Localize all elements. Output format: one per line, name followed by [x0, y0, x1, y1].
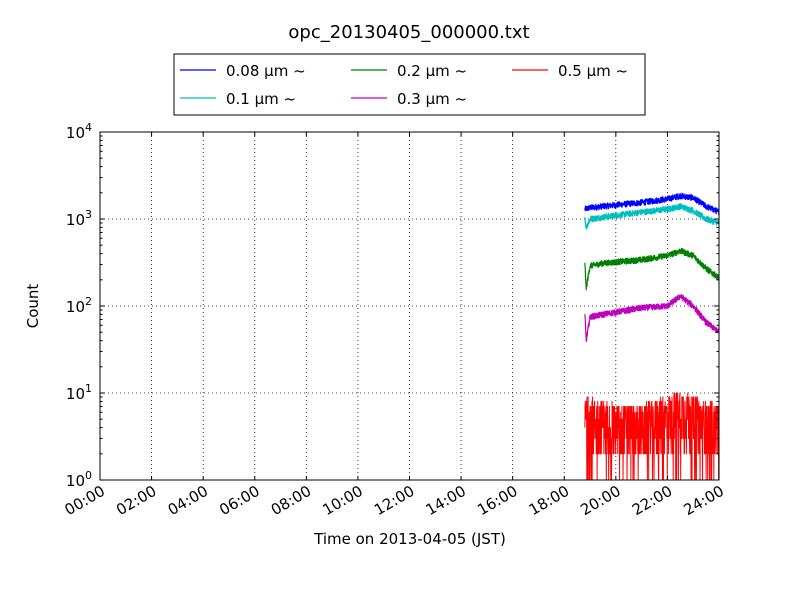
- ticks: [99, 131, 720, 481]
- y-tick-label: 101: [66, 382, 92, 403]
- x-tick-labels: 00:00 02:00 04:00 06:00 08:00 10:00 12:00 14:00…: [62, 482, 727, 519]
- x-tick-label: 14:00: [423, 482, 469, 519]
- legend-label: 0.1 μm ~: [226, 90, 296, 108]
- legend-label: 0.3 μm ~: [397, 90, 467, 108]
- series-line: [584, 247, 719, 291]
- y-tick-label: 104: [66, 121, 92, 142]
- x-tick-label: 06:00: [216, 482, 262, 519]
- x-tick-label: 24:00: [681, 482, 727, 519]
- series-line: [584, 203, 719, 230]
- x-tick-label: 22:00: [629, 482, 675, 519]
- x-tick-label: 08:00: [268, 482, 314, 519]
- series-line: [584, 293, 719, 343]
- y-tick-label: 100: [66, 469, 92, 490]
- y-axis-label: Count: [24, 284, 42, 329]
- x-axis-label: Time on 2013-04-05 (JST): [313, 530, 506, 548]
- x-tick-label: 10:00: [319, 482, 365, 519]
- legend-frame: [173, 53, 646, 116]
- x-tick-label: 20:00: [577, 482, 623, 519]
- y-tick-label: 103: [66, 208, 92, 229]
- x-tick-label: 16:00: [474, 482, 520, 519]
- series-line: [584, 192, 719, 216]
- chart-title: opc_20130405_000000.txt: [288, 22, 529, 43]
- y-tick-label: 102: [66, 295, 92, 316]
- x-tick-label: 18:00: [526, 482, 572, 519]
- legend-label: 0.5 μm ~: [558, 62, 628, 80]
- series-line: [584, 392, 719, 480]
- x-tick-label: 12:00: [371, 482, 417, 519]
- series-layer: [584, 192, 719, 480]
- x-tick-label: 02:00: [113, 482, 159, 519]
- x-tick-label: 04:00: [165, 482, 211, 519]
- legend-label: 0.2 μm ~: [397, 62, 467, 80]
- legend-label: 0.08 μm ~: [226, 62, 306, 80]
- legend: 0.08 μm ~ 0.1 μm ~ 0.2 μm ~ 0.3 μm ~ 0.5 μm …: [173, 53, 646, 116]
- y-tick-labels: 100 101 102 103 104: [66, 121, 92, 490]
